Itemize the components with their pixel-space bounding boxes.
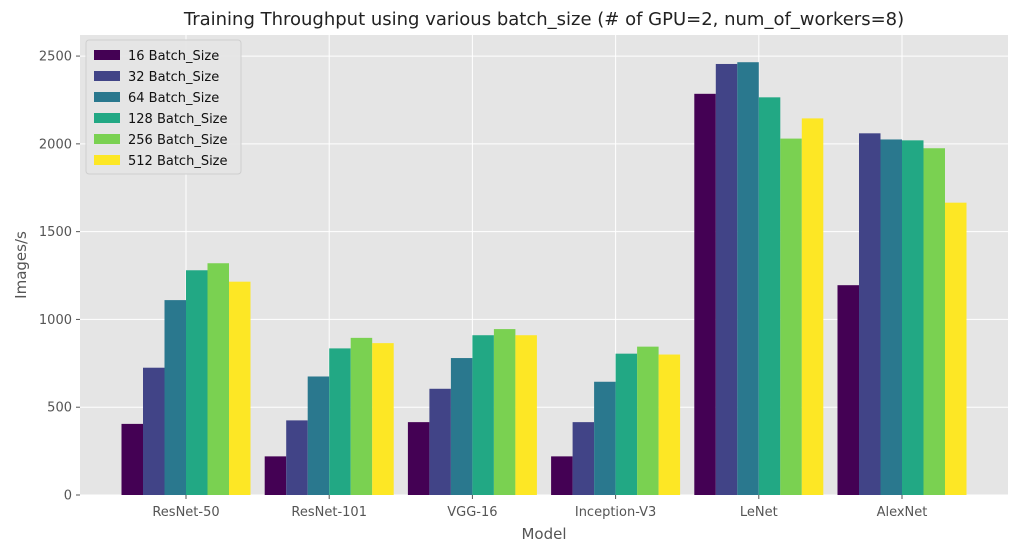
y-axis-label: Images/s [12, 231, 30, 299]
bar [450, 358, 473, 495]
bar [121, 423, 143, 495]
legend-swatch [94, 134, 120, 144]
bar [902, 140, 924, 495]
legend-label: 64 Batch_Size [128, 91, 219, 106]
bar [945, 202, 967, 495]
bar [286, 420, 308, 495]
legend-label: 256 Batch_Size [128, 133, 228, 148]
bar [207, 263, 229, 495]
bar [329, 348, 351, 495]
y-tick-label: 2000 [39, 137, 72, 152]
bar [472, 335, 494, 495]
x-tick-label: Inception-V3 [575, 505, 656, 520]
bar [715, 63, 738, 495]
legend-label: 512 Batch_Size [128, 154, 228, 169]
x-tick-label: AlexNet [877, 505, 928, 520]
x-tick-label: ResNet-101 [291, 505, 367, 520]
bar [407, 422, 430, 495]
bar [493, 329, 516, 495]
x-tick-label: VGG-16 [447, 505, 497, 520]
x-tick-label: ResNet-50 [152, 505, 219, 520]
legend-label: 128 Batch_Size [128, 112, 228, 127]
bar [615, 353, 638, 495]
bar [307, 376, 330, 495]
x-axis-label: Model [521, 525, 566, 543]
legend-swatch [94, 71, 120, 81]
x-tick-label: LeNet [740, 505, 778, 520]
legend-swatch [94, 92, 120, 102]
bar [694, 93, 716, 495]
bar [186, 270, 208, 495]
bar [658, 354, 681, 495]
bar [350, 337, 373, 495]
bar [164, 300, 186, 495]
y-tick-label: 2500 [39, 50, 72, 65]
bar [801, 118, 824, 496]
legend-swatch [94, 50, 120, 60]
bar [264, 456, 287, 495]
bar [637, 346, 659, 495]
bar [837, 285, 859, 495]
bar [737, 62, 759, 495]
bar [372, 343, 394, 495]
bars [121, 62, 967, 496]
bar [594, 381, 616, 495]
chart-title: Training Throughput using various batch_… [183, 9, 904, 30]
bar [429, 388, 451, 495]
y-tick-label: 500 [47, 401, 72, 416]
bar [923, 148, 945, 496]
bar [880, 139, 902, 496]
y-axis-ticks: 0 500 1000 1500 2000 2500 [39, 50, 80, 504]
x-axis-ticks: ResNet-50 ResNet-101 VGG-16 Inception-V3 LeN… [152, 495, 927, 520]
legend-swatch [94, 155, 120, 165]
legend-swatch [94, 113, 120, 123]
legend: 16 Batch_Size 32 Batch_Size 64 Batch_Size 1… [85, 39, 242, 175]
bar [143, 367, 165, 495]
legend-box [85, 39, 242, 175]
legend-label: 32 Batch_Size [128, 70, 219, 85]
bar [780, 138, 802, 496]
bar [572, 422, 595, 495]
y-tick-label: 0 [64, 489, 72, 504]
bar [229, 281, 251, 495]
y-tick-label: 1500 [39, 225, 72, 240]
bar [758, 97, 781, 495]
bar [515, 335, 537, 495]
y-tick-label: 1000 [39, 313, 72, 328]
legend-label: 16 Batch_Size [128, 49, 219, 64]
bar [859, 133, 881, 495]
bar [551, 456, 573, 495]
